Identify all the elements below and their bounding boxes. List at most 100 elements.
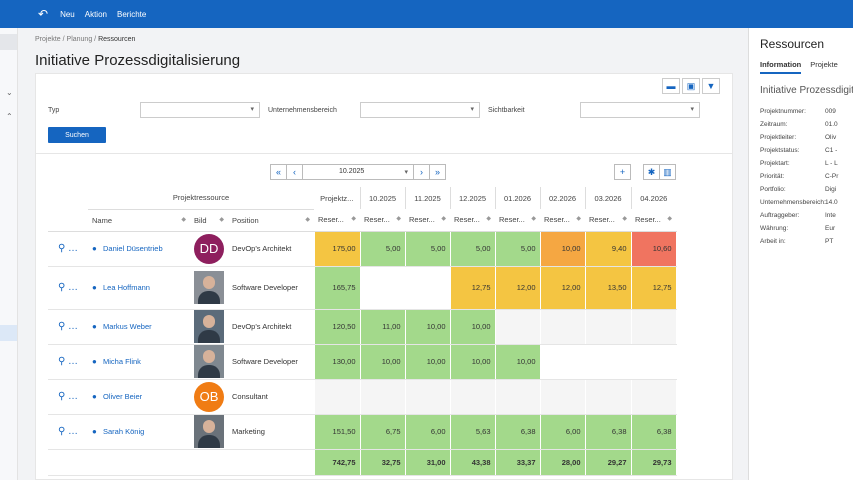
month-cell[interactable] (404, 379, 451, 415)
month-cell[interactable]: 9,40 (584, 231, 632, 267)
breadcrumb-planung[interactable]: Planung (66, 36, 93, 43)
month-cell[interactable]: 10,00 (494, 344, 541, 380)
resource-name[interactable]: Oliver Beier (103, 392, 143, 401)
tab-projects[interactable]: Projekte (810, 60, 838, 69)
month-cell[interactable] (404, 266, 451, 310)
row-actions[interactable]: ⚲ … (48, 379, 88, 415)
month-cell[interactable] (494, 309, 541, 345)
month-cell[interactable] (359, 266, 406, 310)
breadcrumb-projekte[interactable]: Projekte (35, 36, 61, 43)
total-cell[interactable] (313, 379, 361, 415)
month-cell[interactable]: 12,75 (630, 266, 677, 310)
col-reserve[interactable]: Reser... ◆ (631, 209, 676, 232)
next-page-icon[interactable]: › (413, 164, 430, 180)
month-header[interactable]: 02.2026 (539, 187, 585, 209)
row-actions[interactable]: ⚲ … (48, 414, 88, 450)
first-page-icon[interactable]: « (270, 164, 287, 180)
month-cell[interactable] (630, 309, 677, 345)
col-reserve[interactable]: Reser... ◆ (585, 209, 631, 232)
row-actions[interactable]: ⚲ … (48, 231, 88, 267)
month-cell[interactable]: 11,00 (359, 309, 406, 345)
action-menu[interactable]: Aktion (84, 9, 107, 19)
month-cell[interactable]: 10,00 (449, 309, 496, 345)
month-cell[interactable] (630, 344, 677, 380)
month-cell[interactable]: 5,00 (449, 231, 496, 267)
month-cell[interactable]: 6,00 (539, 414, 586, 450)
table-row[interactable]: ⚲ … ● Oliver Beier OB Consultant (48, 379, 677, 415)
month-cell[interactable] (584, 309, 632, 345)
save-icon[interactable]: ▣ (682, 78, 700, 94)
table-row[interactable]: ⚲ … ● Markus Weber DevOp's Architekt 120,… (48, 309, 677, 345)
col-reserve[interactable]: Reser... ◆ (314, 209, 360, 232)
resource-name[interactable]: Markus Weber (103, 322, 152, 331)
settings-icon[interactable]: ✱ (643, 164, 660, 180)
period-select[interactable]: 10.2025 (302, 164, 414, 180)
unit-select[interactable] (360, 102, 480, 118)
last-page-icon[interactable]: » (429, 164, 446, 180)
month-cell[interactable] (630, 379, 677, 415)
month-cell[interactable]: 5,00 (359, 231, 406, 267)
filter-icon[interactable]: ▼ (702, 78, 720, 94)
month-cell[interactable]: 10,00 (404, 309, 451, 345)
chevron-up-icon[interactable]: ⌃ (6, 112, 13, 121)
new-button[interactable]: Neu (60, 9, 75, 19)
month-cell[interactable]: 13,50 (584, 266, 632, 310)
month-cell[interactable] (539, 309, 586, 345)
table-row[interactable]: ⚲ … ● Lea Hoffmann Software Developer 165… (48, 266, 677, 310)
month-cell[interactable]: 12,00 (494, 266, 541, 310)
table-row[interactable]: ⚲ … ● Daniel Düsentrieb DD DevOp's Archit… (48, 231, 677, 267)
row-actions[interactable]: ⚲ … (48, 266, 88, 310)
month-cell[interactable] (584, 344, 632, 380)
collapse-icon[interactable]: ▬ (662, 78, 680, 94)
row-actions[interactable]: ⚲ … (48, 309, 88, 345)
resource-name[interactable]: Daniel Düsentrieb (103, 244, 163, 253)
month-cell[interactable]: 5,00 (404, 231, 451, 267)
table-row[interactable]: ⚲ … ● Sarah König Marketing 151,50 6,75 6… (48, 414, 677, 450)
add-icon[interactable]: + (614, 164, 631, 180)
back-icon[interactable]: ↶ (38, 7, 49, 21)
columns-icon[interactable]: ▥ (659, 164, 676, 180)
month-cell[interactable]: 6,75 (359, 414, 406, 450)
total-cell[interactable]: 175,00 (313, 231, 361, 267)
month-cell[interactable]: 6,38 (494, 414, 541, 450)
col-reserve[interactable]: Reser... ◆ (405, 209, 450, 232)
month-cell[interactable] (539, 379, 586, 415)
month-cell[interactable]: 10,00 (449, 344, 496, 380)
chevron-down-icon[interactable]: ⌄ (6, 88, 13, 97)
month-cell[interactable]: 12,75 (449, 266, 496, 310)
total-cell[interactable]: 130,00 (313, 344, 361, 380)
month-cell[interactable] (494, 379, 541, 415)
reports-menu[interactable]: Berichte (116, 9, 147, 19)
month-cell[interactable] (449, 379, 496, 415)
month-cell[interactable]: 6,38 (630, 414, 677, 450)
tab-information[interactable]: Information (760, 60, 802, 74)
month-cell[interactable]: 6,38 (584, 414, 632, 450)
col-reserve[interactable]: Reser... ◆ (360, 209, 405, 232)
month-header[interactable]: 12.2025 (449, 187, 495, 209)
col-name[interactable]: Name ◆ (88, 209, 190, 232)
col-image[interactable]: Bild ◆ (190, 209, 228, 232)
month-header[interactable]: 03.2026 (584, 187, 631, 209)
rail-item-active[interactable] (0, 325, 17, 341)
col-project[interactable]: Projektz... (320, 193, 354, 203)
col-reserve[interactable]: Reser... ◆ (540, 209, 585, 232)
col-position[interactable]: Position ◆ (228, 209, 314, 232)
table-row[interactable]: ⚲ … ● Micha Flink Software Developer 130,… (48, 344, 677, 380)
month-cell[interactable]: 6,00 (404, 414, 451, 450)
total-cell[interactable]: 151,50 (313, 414, 361, 450)
month-cell[interactable] (584, 379, 632, 415)
month-cell[interactable] (539, 344, 586, 380)
month-header[interactable]: 04.2026 (630, 187, 676, 209)
month-header[interactable]: 11.2025 (404, 187, 450, 209)
row-actions[interactable]: ⚲ … (48, 344, 88, 380)
total-cell[interactable]: 120,50 (313, 309, 361, 345)
resource-name[interactable]: Micha Flink (103, 357, 141, 366)
total-cell[interactable]: 165,75 (313, 266, 361, 310)
month-cell[interactable]: 10,00 (539, 231, 586, 267)
visibility-select[interactable] (580, 102, 700, 118)
prev-page-icon[interactable]: ‹ (286, 164, 303, 180)
month-header[interactable]: 01.2026 (494, 187, 540, 209)
resource-name[interactable]: Lea Hoffmann (103, 283, 150, 292)
col-reserve[interactable]: Reser... ◆ (450, 209, 495, 232)
month-cell[interactable]: 10,00 (404, 344, 451, 380)
